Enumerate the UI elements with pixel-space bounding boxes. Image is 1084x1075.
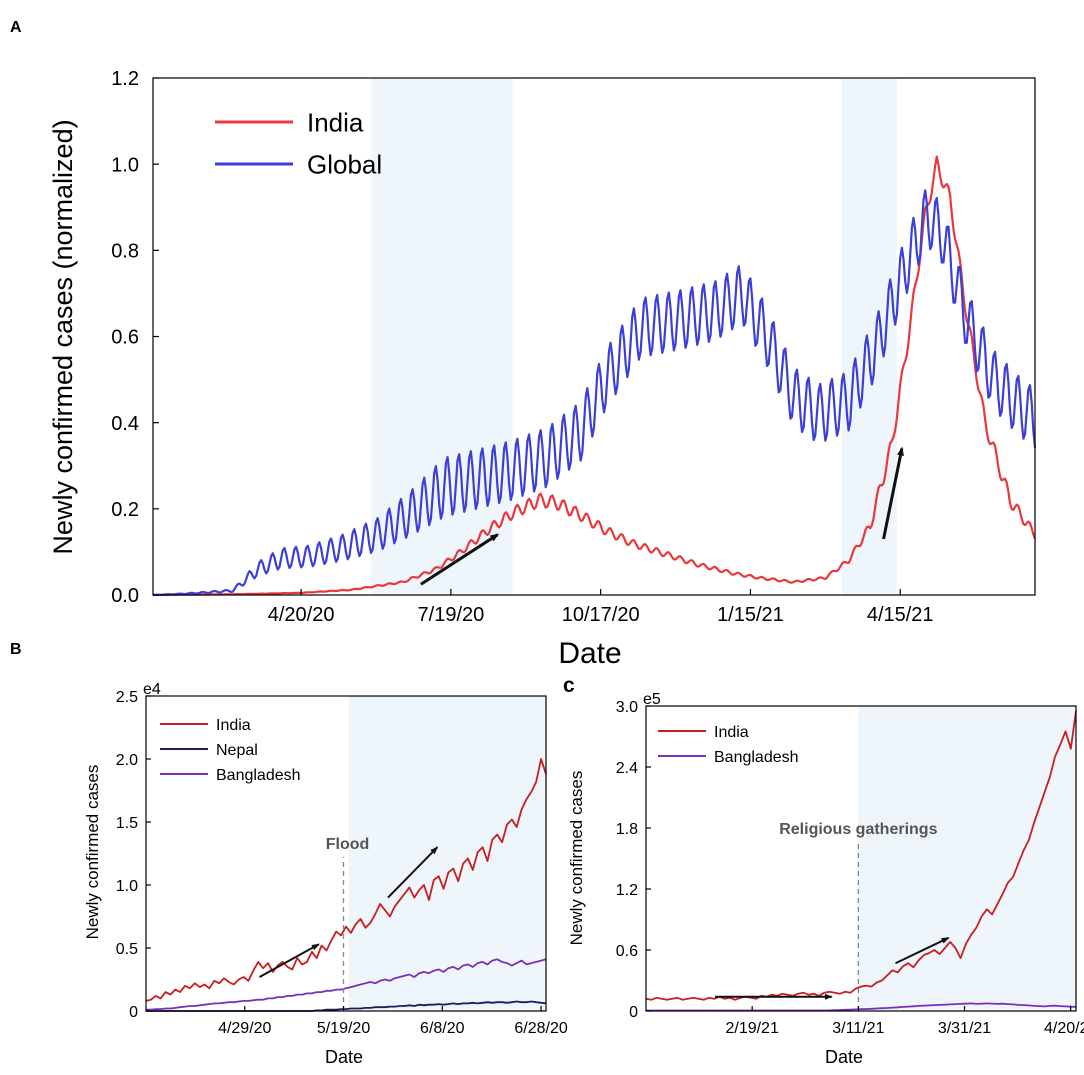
panel-c-y-axis-title: Newly confirmed cases (567, 771, 586, 946)
y-tick-label: 2.0 (116, 752, 138, 769)
y-tick-label: 2.5 (116, 689, 138, 706)
panel-c-legend: India Bangladesh (658, 724, 799, 766)
y-tick-label: 1.5 (116, 815, 138, 832)
x-tick-label: 4/20/20 (268, 604, 335, 626)
x-tick-label: 5/19/20 (317, 1020, 370, 1037)
y-tick-label: 1.0 (116, 878, 138, 895)
y-tick-label: 0.6 (616, 943, 638, 960)
panel-a-x-axis-title: Date (558, 637, 621, 670)
panel-c-x-axis: 2/19/21 3/11/21 3/31/21 4/20/21 (725, 1006, 1084, 1037)
panel-c-y-axis: 0 0.6 1.2 1.8 2.4 3.0 (616, 699, 651, 1021)
shaded-region-1 (858, 706, 1076, 1011)
trend-arrow-1 (259, 943, 320, 978)
panel-b-legend: India Nepal Bangladesh (160, 717, 301, 784)
panel-a-letter: A (10, 19, 22, 36)
y-tick-label: 0.4 (111, 413, 139, 435)
panel-a-y-axis: 0.0 0.2 0.4 0.6 0.8 1.0 1.2 (111, 68, 159, 607)
y-tick-label: 0.5 (116, 941, 138, 958)
event-label: Religious gatherings (779, 821, 937, 838)
panel-a-plot-frame (152, 77, 1036, 596)
legend-label-bangladesh: Bangladesh (714, 749, 799, 766)
panel-b-arrows (259, 846, 439, 978)
shaded-region-2 (841, 78, 897, 595)
panel-c-gatherings-marker: Religious gatherings (779, 821, 938, 1011)
panel-b-flood-marker: Flood (326, 836, 370, 1011)
series-line-bangladesh (146, 958, 547, 1011)
panel-c: c Religious gatherings 00.61.21.82.43.0 … (563, 674, 1084, 1067)
panel-c-arrows (715, 936, 950, 1000)
x-tick-label: 4/15/21 (867, 604, 934, 626)
panel-a-y-axis-title: Newly confirmed cases (normalized) (48, 119, 78, 554)
trend-arrow-2 (882, 446, 904, 540)
panel-b-x-axis-title: Date (325, 1047, 363, 1067)
panel-b-y-exponent: e4 (143, 681, 161, 698)
trend-arrow-2 (895, 936, 950, 965)
panel-c-plot-frame (645, 705, 1077, 1012)
event-label: Flood (326, 836, 370, 853)
series-line-global (152, 189, 1037, 597)
panel-c-y-exponent: e5 (643, 691, 661, 708)
series-line-india (145, 758, 547, 1002)
panel-b-y-axis: 0 0.5 1.0 1.5 2.0 2.5 (116, 689, 151, 1021)
x-tick-label: 4/29/20 (218, 1020, 271, 1037)
legend-label-india: India (307, 107, 364, 137)
panel-a-legend: India Global (215, 107, 382, 179)
panel-c-x-axis-title: Date (825, 1047, 863, 1067)
trend-arrow-2 (387, 846, 439, 899)
x-tick-label: 3/31/21 (938, 1020, 991, 1037)
y-tick-label: 0.8 (111, 241, 139, 263)
panel-a-series (152, 155, 1037, 597)
y-tick-label: 0 (629, 1004, 638, 1021)
legend-label-global: Global (307, 149, 382, 179)
y-tick-label: 0.0 (111, 585, 139, 607)
x-tick-label: 2/19/21 (725, 1020, 778, 1037)
y-tick-label: 0.6 (111, 327, 139, 349)
legend-label-nepal: Nepal (216, 742, 258, 759)
y-tick-label: 3.0 (616, 699, 638, 716)
x-tick-label: 6/28/20 (514, 1020, 567, 1037)
x-tick-label: 4/20/21 (1044, 1020, 1084, 1037)
y-tick-label: 2.4 (616, 760, 638, 777)
y-tick-label: 1.2 (111, 68, 139, 90)
legend-label-india: India (714, 724, 749, 741)
y-tick-label: 1.0 (111, 154, 139, 176)
panel-a-x-axis: 4/20/20 7/19/20 10/17/20 1/15/21 4/15/21 (268, 589, 934, 626)
panel-b-letter: B (10, 641, 22, 658)
y-tick-label: 0.2 (111, 499, 139, 521)
y-tick-label: 1.8 (616, 821, 638, 838)
trend-arrow-1 (420, 533, 500, 586)
x-tick-label: 1/15/21 (717, 604, 784, 626)
panel-a-shaded-regions (371, 78, 897, 595)
x-tick-label: 6/8/20 (420, 1020, 465, 1037)
panel-b-y-axis-title: Newly confirmed cases (83, 765, 102, 940)
panel-c-shaded-region (858, 706, 1076, 1011)
panel-b: B Flood 0 0.5 1.0 1.5 2.0 2.5 4/29/20 5/19/20 6… (10, 641, 568, 1067)
shaded-region-1 (348, 696, 546, 1011)
x-tick-label: 10/17/20 (562, 604, 640, 626)
series-line-india (153, 155, 1037, 597)
x-tick-label: 7/19/20 (418, 604, 485, 626)
y-tick-label: 0 (129, 1004, 138, 1021)
legend-label-india: India (216, 717, 251, 734)
panel-c-letter: c (563, 674, 575, 697)
y-tick-label: 1.2 (616, 882, 638, 899)
x-tick-label: 3/11/21 (832, 1020, 884, 1037)
panel-b-plot-frame (145, 695, 547, 1012)
panel-a: A 0.0 0.2 0.4 0.6 0.8 1.0 1.2 4/20/20 7/19/20 10… (10, 19, 1037, 670)
legend-label-bangladesh: Bangladesh (216, 767, 301, 784)
panel-b-x-axis: 4/29/20 5/19/20 6/8/20 6/28/20 (218, 1006, 568, 1037)
panel-b-shaded-region (348, 696, 546, 1011)
panel-a-arrows (420, 446, 904, 586)
